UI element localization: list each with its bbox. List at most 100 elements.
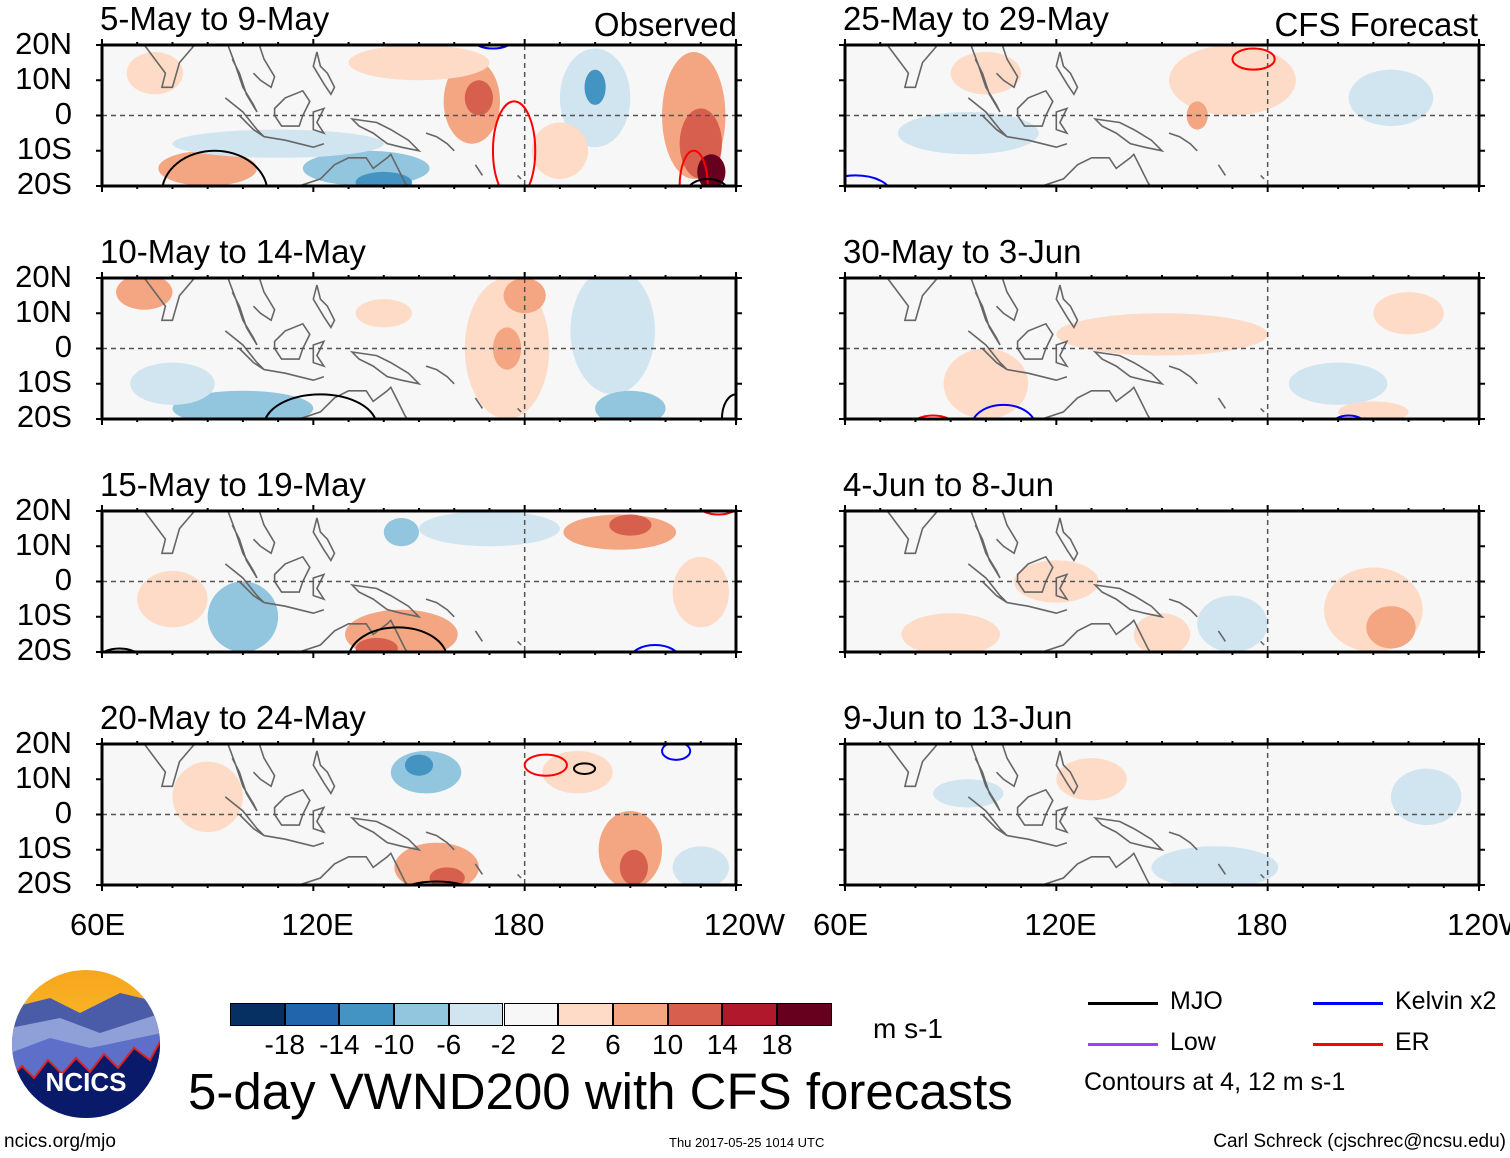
coastline [224,796,265,837]
mjo-contour [348,626,447,652]
colorbar-label: 18 [761,1029,793,1060]
anomaly-region [595,390,666,419]
colorbar-swatch [448,1003,504,1026]
anomaly-region [943,348,1029,419]
anomaly-region [1133,613,1191,652]
panel-6 [839,272,1485,425]
lon-label: 180 [1235,907,1288,942]
anomaly-region [207,581,279,652]
anomaly-region [1390,768,1462,826]
anomaly-region [419,511,560,547]
coastline [143,45,196,89]
anomaly-region [672,846,729,885]
observed-label: Observed [593,6,737,43]
panel-title: 20-May to 24-May [100,699,366,736]
kelvin-contour [1170,651,1189,652]
lat-label: 10N [15,760,72,795]
coastline [970,511,1001,579]
colorbar-swatch [612,1003,668,1026]
coastline [970,278,1001,346]
site-url[interactable]: ncics.org/mjo [4,1131,116,1152]
author: Carl Schreck (cjschrec@ncsu.edu) [1213,1131,1506,1152]
coastline [1055,517,1079,562]
legend-line [1313,1043,1383,1046]
coastline [252,511,276,555]
mjo-contour [161,149,268,186]
panel-title: 9-Jun to 13-Jun [843,699,1073,736]
anomaly-region [1197,595,1268,652]
legend-label: ER [1395,1028,1430,1056]
coastline [1092,816,1165,852]
colorbar-swatch [777,1003,832,1026]
coastline [263,601,325,615]
coastline [312,573,326,601]
anomaly-region [503,278,546,314]
coastline [1092,350,1165,386]
anomaly-region [116,278,173,310]
kelvin-contour [1333,414,1364,419]
coastline [263,368,325,382]
forecast-label: CFS Forecast [1274,6,1478,43]
coastline [1168,831,1265,879]
lon-label: 60E [813,907,869,942]
er-contour [678,149,709,186]
colorbar-swatch [339,1003,395,1026]
anomaly-region [1056,758,1127,801]
anomaly-region [126,52,184,95]
coastline [227,278,258,346]
coastline [967,796,1008,837]
lat-label: 0 [54,795,72,830]
coastline [349,583,422,619]
colorbar-label: 6 [605,1029,621,1060]
lat-label: 10S [16,364,72,399]
coastline [298,385,409,419]
coastline [1041,385,1152,419]
lat-label: 20N [15,259,72,294]
anomaly-region [609,514,652,536]
anomaly-region [464,80,493,116]
coastline [349,117,422,153]
coastline [227,744,258,812]
colorbar-label: -14 [319,1029,360,1060]
mjo-contour [102,647,138,652]
kelvin-contour [475,45,511,50]
colorbar-swatch [284,1003,340,1026]
anomaly-region [172,390,314,419]
colorbar-label: 14 [706,1029,738,1060]
anomaly-region [383,518,419,547]
coastline [263,834,325,848]
panel-title: 5-May to 9-May [100,0,330,37]
colorbar-label: -2 [491,1029,516,1060]
figure-title: 5-day VWND200 with CFS forecasts [188,1063,1013,1120]
coastline [1006,135,1068,149]
coastline [425,598,522,646]
lat-label: 0 [54,562,72,597]
anomaly-region [1366,606,1416,649]
anomaly-region [1338,401,1409,419]
coastline [312,517,336,562]
coastline [995,511,1019,555]
anomaly-region [697,154,726,186]
anomaly-region [901,613,1000,652]
lat-label: 0 [54,96,72,131]
coastline [252,744,276,788]
anomaly-region [950,52,1022,95]
anomaly-region [1151,846,1279,885]
anomaly-region [137,570,208,628]
contour-note: Contours at 4, 12 m s-1 [1084,1068,1346,1096]
panel-title: 15-May to 19-May [100,466,366,503]
ncics-logo: NCICS [12,970,160,1118]
coastline [425,365,522,413]
coastline [1041,618,1152,652]
lon-label: 180 [492,907,545,942]
colorbar-label: 2 [550,1029,566,1060]
er-contour [701,511,736,516]
panel-2 [96,272,742,425]
lat-label: 20N [15,492,72,527]
coastline [425,831,522,879]
panel-title: 4-Jun to 8-Jun [843,466,1054,503]
legend-label: Low [1170,1028,1216,1056]
coastline [263,135,325,149]
mjo-contour [407,880,466,885]
lon-label: 60E [70,907,126,942]
